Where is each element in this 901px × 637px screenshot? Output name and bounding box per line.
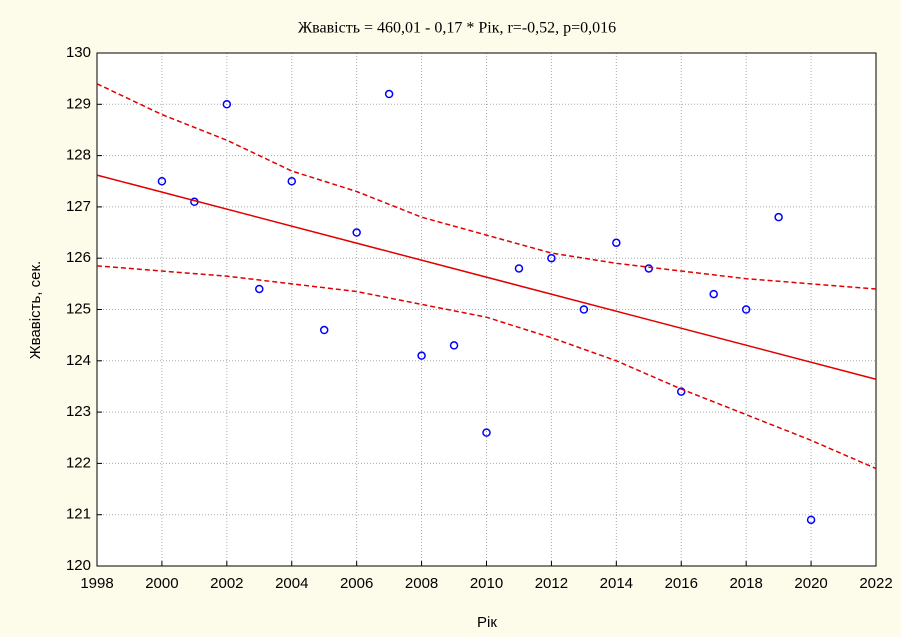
chart-title: Жвавість = 460,01 - 0,17 * Рік, r=-0,52,… bbox=[298, 20, 616, 37]
confidence-band bbox=[96, 265, 877, 470]
confidence-band bbox=[96, 83, 877, 290]
point bbox=[774, 212, 783, 222]
y-tick-label: 129 bbox=[66, 95, 91, 112]
y-tick-label: 126 bbox=[66, 249, 91, 266]
point bbox=[482, 428, 491, 437]
x-tick-label: 2012 bbox=[535, 575, 568, 592]
point bbox=[157, 177, 167, 186]
y-tick-label: 127 bbox=[66, 198, 91, 215]
point bbox=[579, 305, 589, 314]
point bbox=[806, 515, 816, 525]
y-tick-label: 122 bbox=[66, 454, 91, 471]
y-tick-label: 125 bbox=[66, 300, 91, 317]
point bbox=[319, 325, 329, 335]
x-tick-label: 2018 bbox=[729, 575, 762, 592]
point bbox=[255, 284, 264, 294]
x-tick-label: 2006 bbox=[340, 575, 373, 592]
x-axis-label: Рік bbox=[477, 614, 497, 631]
x-tick-label: 2010 bbox=[470, 575, 503, 592]
x-tick-label: 2004 bbox=[275, 575, 308, 592]
y-tick-label: 123 bbox=[66, 403, 91, 420]
regression-line bbox=[96, 174, 877, 380]
point bbox=[449, 341, 459, 350]
point bbox=[222, 100, 232, 109]
y-tick-label: 124 bbox=[66, 352, 91, 369]
y-axis-label: Жвавість, сек. bbox=[27, 261, 44, 359]
point bbox=[287, 177, 296, 186]
x-tick-label: 2020 bbox=[794, 575, 827, 592]
x-tick-label: 2008 bbox=[405, 575, 438, 592]
point bbox=[677, 387, 686, 396]
point bbox=[352, 228, 361, 237]
x-tick-label: 2002 bbox=[210, 575, 243, 592]
point bbox=[384, 89, 394, 99]
y-tick-label: 128 bbox=[66, 147, 91, 164]
y-tick-label: 121 bbox=[66, 506, 91, 523]
x-tick-label: 2000 bbox=[145, 575, 178, 592]
x-tick-label: 1998 bbox=[80, 575, 113, 592]
y-tick-label: 120 bbox=[66, 557, 91, 574]
point bbox=[612, 238, 621, 248]
point bbox=[417, 351, 426, 360]
plot-border bbox=[96, 52, 877, 567]
point bbox=[514, 264, 524, 273]
y-tick-label: 130 bbox=[66, 44, 91, 61]
x-tick-label: 2022 bbox=[859, 575, 892, 592]
point bbox=[741, 305, 751, 314]
x-tick-label: 2016 bbox=[665, 575, 698, 592]
point bbox=[709, 289, 718, 299]
point bbox=[644, 264, 654, 273]
plot-area bbox=[97, 53, 876, 566]
x-tick-label: 2014 bbox=[600, 575, 633, 592]
point bbox=[547, 253, 556, 263]
